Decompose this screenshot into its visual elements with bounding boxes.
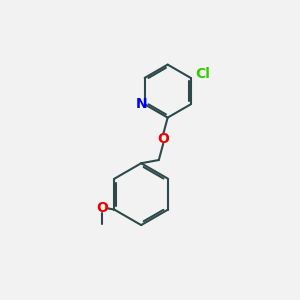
Text: O: O bbox=[96, 201, 108, 215]
Text: O: O bbox=[157, 132, 169, 146]
Text: Cl: Cl bbox=[196, 67, 210, 81]
Text: N: N bbox=[135, 98, 147, 111]
